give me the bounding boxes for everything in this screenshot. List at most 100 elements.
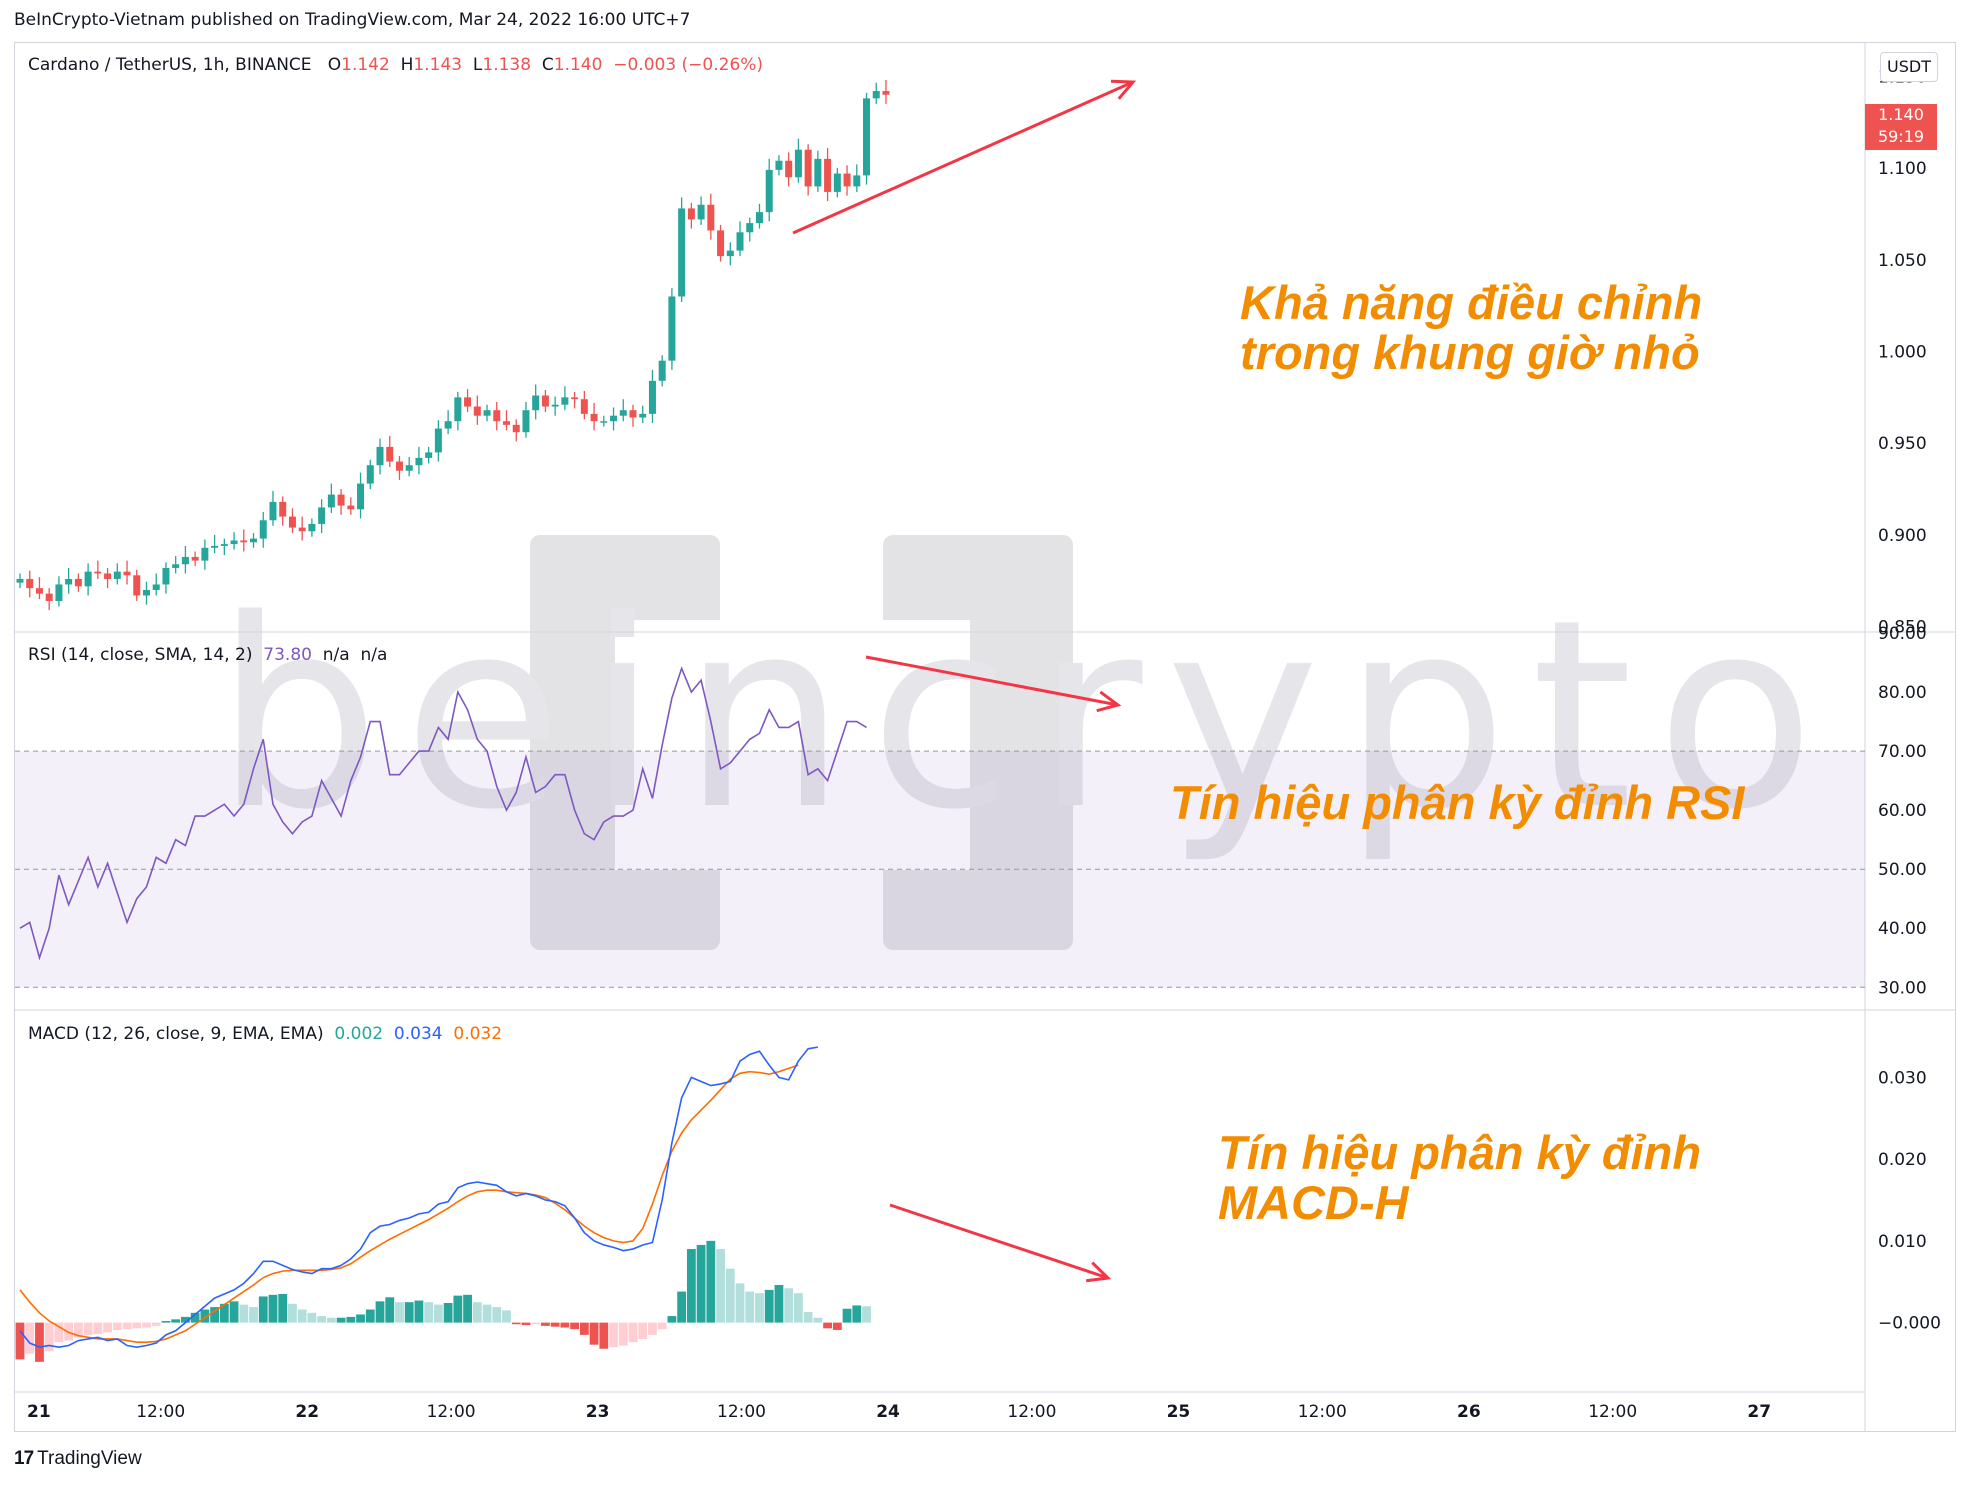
- macd-histogram-bar: [453, 1295, 463, 1323]
- candle-body: [279, 501, 287, 517]
- macd-histogram-bar: [531, 1322, 541, 1325]
- candle-body: [454, 397, 462, 422]
- macd-histogram-bar: [326, 1317, 336, 1323]
- macd-axis-tick: −0.000: [1878, 1314, 1941, 1334]
- macd-histogram-bar: [774, 1285, 784, 1323]
- macd-histogram-bar: [784, 1288, 794, 1323]
- macd-histogram-bar: [832, 1322, 842, 1330]
- candle-body: [415, 457, 423, 466]
- candle-body: [532, 395, 540, 411]
- price-axis-tick: 0.850: [1878, 618, 1927, 638]
- time-axis-tick: 26: [1457, 1402, 1481, 1422]
- macd-histogram-bar: [862, 1306, 871, 1323]
- rsi-pane[interactable]: [15, 666, 1865, 988]
- macd-histogram-bar: [560, 1322, 570, 1328]
- macd-histogram-bar: [609, 1322, 618, 1348]
- macd-histogram-bar: [356, 1314, 365, 1323]
- candle-body: [133, 575, 141, 596]
- candle-body: [804, 149, 812, 187]
- candle-body: [16, 578, 24, 583]
- macd-annotation-line-1: Tín hiệu phân kỳ đỉnh: [1218, 1126, 1702, 1179]
- macd-histogram-bar: [472, 1302, 482, 1323]
- high-value: 1.143: [413, 55, 463, 75]
- candle-body: [541, 395, 549, 407]
- rsi-axis-tick: 30.00: [1878, 978, 1927, 998]
- macd-histogram-bar: [54, 1322, 64, 1343]
- macd-histogram-bar: [502, 1310, 511, 1323]
- rsi-axis-tick: 80.00: [1878, 683, 1927, 703]
- macd-histogram-bar: [219, 1303, 229, 1323]
- candle-body: [74, 578, 82, 587]
- tradingview-footer[interactable]: 17 TradingView: [14, 1448, 142, 1470]
- candle-body: [434, 428, 442, 453]
- time-axis-tick: 12:00: [1298, 1402, 1347, 1422]
- macd-histogram-bar: [599, 1322, 609, 1349]
- macd-histogram-bar: [307, 1312, 317, 1323]
- macd-histogram-bar: [735, 1283, 745, 1323]
- candle-body: [512, 424, 520, 433]
- candle-body: [142, 589, 150, 596]
- candle-body: [405, 465, 413, 471]
- candle-body: [347, 505, 355, 510]
- candle-body: [794, 149, 802, 178]
- candle-body: [503, 421, 510, 425]
- macd-histogram-bar: [181, 1316, 190, 1323]
- rsi-label: RSI (14, close, SMA, 14, 2): [28, 645, 253, 665]
- macd-histogram-bar: [35, 1322, 44, 1362]
- macd-histogram-bar: [677, 1291, 687, 1323]
- macd-histogram-bar: [249, 1307, 258, 1323]
- rsi-na-2: n/a: [360, 645, 388, 665]
- macd-hist-value: 0.002: [334, 1024, 384, 1044]
- time-axis-tick: 22: [295, 1402, 319, 1422]
- macd-histogram-bar: [200, 1309, 210, 1323]
- currency-button[interactable]: USDT: [1880, 52, 1938, 82]
- candle-body: [707, 204, 715, 231]
- price-pane[interactable]: [16, 80, 890, 611]
- high-label: H: [400, 55, 414, 75]
- macd-histogram-bar: [151, 1322, 161, 1326]
- candle-body: [240, 540, 248, 543]
- macd-histogram-bar: [132, 1322, 142, 1329]
- candle-body: [785, 160, 793, 178]
- close-value: 1.140: [553, 55, 603, 75]
- rsi-legend: RSI (14, close, SMA, 14, 2) 73.80 n/a n/…: [28, 645, 387, 665]
- time-axis-tick: 23: [586, 1402, 610, 1422]
- macd-histogram-bar: [745, 1291, 755, 1323]
- candle-body: [259, 520, 267, 539]
- macd-histogram-bar: [229, 1301, 239, 1323]
- price-axis-tick: 1.000: [1878, 343, 1927, 363]
- macd-histogram-bar: [482, 1304, 492, 1323]
- candle-body: [639, 413, 647, 418]
- macd-axis-tick: 0.010: [1878, 1232, 1927, 1252]
- candle-body: [35, 588, 43, 594]
- candle-body: [327, 494, 335, 508]
- change-value: −0.003 (−0.26%): [613, 55, 764, 75]
- macd-histogram-bar: [25, 1322, 35, 1354]
- candle-body: [366, 465, 374, 484]
- price-axis-tick: 1.050: [1878, 251, 1927, 271]
- candle-body: [726, 250, 734, 257]
- macd-histogram-bar: [385, 1297, 395, 1323]
- macd-histogram-bar: [278, 1294, 288, 1323]
- macd-histogram-bar: [404, 1302, 414, 1323]
- macd-axis-tick: 0.030: [1878, 1068, 1927, 1088]
- price-annotation: Khả năng điều chỉnh trong khung giờ nhỏ: [1240, 278, 1702, 378]
- macd-pane[interactable]: [15, 1046, 871, 1362]
- candle-body: [104, 573, 112, 579]
- macd-histogram-bar: [336, 1317, 346, 1323]
- axes: 1.1501.1001.0501.0000.9500.9000.85090.00…: [27, 67, 1941, 1422]
- rsi-line: [19, 666, 867, 961]
- macd-histogram-bar: [190, 1312, 200, 1323]
- candle-body: [94, 571, 102, 574]
- rsi-axis-tick: 90.00: [1878, 624, 1927, 644]
- candle-body: [843, 173, 851, 187]
- macd-histogram-bar: [239, 1304, 249, 1323]
- macd-histogram-bar: [521, 1322, 531, 1326]
- macd-annotation-line-2: MACD-H: [1218, 1176, 1409, 1229]
- candle-body: [736, 232, 744, 251]
- time-axis-tick: 24: [876, 1402, 900, 1422]
- candle-body: [863, 98, 871, 176]
- macd-axis-tick: 0.020: [1878, 1150, 1927, 1170]
- rsi-axis-tick: 60.00: [1878, 801, 1927, 821]
